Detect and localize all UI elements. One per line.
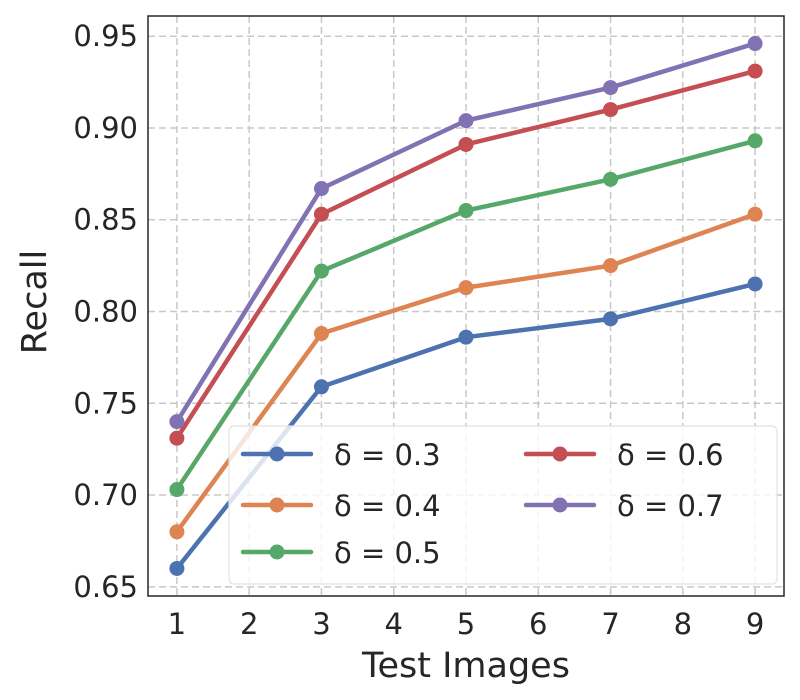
legend-box [228, 425, 778, 585]
data-point [313, 206, 329, 222]
x-tick-label: 6 [529, 607, 547, 641]
series-line [174, 41, 758, 424]
legend-marker [269, 446, 285, 462]
data-point [313, 181, 329, 197]
data-point [458, 203, 474, 219]
legend-item-5: δ = 0.7 [523, 489, 724, 523]
data-point [747, 206, 763, 222]
y-tick-label: 0.95 [73, 19, 138, 53]
x-tick-label: 5 [457, 607, 475, 641]
y-tick-labels: 0.65 0.70 0.75 0.80 0.85 0.90 0.95 [73, 19, 138, 604]
data-point [313, 263, 329, 279]
legend-marker [269, 544, 285, 560]
legend-label: δ = 0.7 [617, 489, 724, 523]
plot-frame [147, 15, 785, 597]
legend-label: δ = 0.5 [334, 536, 441, 570]
data-point [169, 414, 185, 430]
y-tick-label: 0.85 [73, 203, 138, 237]
data-point [169, 430, 185, 446]
legend-label: δ = 0.6 [617, 438, 724, 472]
y-tick-label: 0.75 [73, 386, 138, 420]
data-point [458, 136, 474, 152]
x-tick-label: 3 [312, 607, 330, 641]
data-point [458, 113, 474, 129]
data-point [747, 63, 763, 79]
legend-item-1: δ = 0.3 [240, 438, 441, 472]
series-layer [169, 36, 763, 576]
x-axis-label: Test Images [361, 646, 570, 686]
data-point [603, 102, 619, 118]
x-tick-label: 1 [168, 607, 186, 641]
x-tick-label: 8 [674, 607, 692, 641]
y-tick-label: 0.90 [73, 111, 138, 145]
y-axis-label: Recall [15, 250, 55, 354]
legend: δ = 0.3 δ = 0.4 δ = 0.5 δ = 0.6 δ = 0.7 [228, 425, 778, 585]
data-point [313, 326, 329, 342]
legend-marker [552, 446, 568, 462]
data-point [603, 258, 619, 274]
data-point [313, 379, 329, 395]
data-point [458, 329, 474, 345]
data-point [458, 280, 474, 296]
series-2 [169, 206, 763, 540]
series-5 [169, 36, 763, 430]
data-point [169, 560, 185, 576]
legend-marker [269, 497, 285, 513]
x-tick-label: 9 [746, 607, 764, 641]
y-tick-label: 0.70 [73, 478, 138, 512]
data-point [169, 482, 185, 498]
data-point [747, 36, 763, 52]
x-tick-labels: 1 2 3 4 5 6 7 8 9 [168, 607, 765, 641]
data-point [603, 80, 619, 96]
series-3 [169, 133, 763, 498]
legend-label: δ = 0.4 [334, 489, 441, 523]
data-point [169, 524, 185, 540]
legend-item-4: δ = 0.6 [523, 438, 724, 472]
y-tick-label: 0.80 [73, 295, 138, 329]
data-point [603, 171, 619, 187]
data-point [603, 311, 619, 327]
x-tick-label: 7 [601, 607, 619, 641]
y-tick-label: 0.65 [73, 570, 138, 604]
legend-marker [552, 497, 568, 513]
legend-item-2: δ = 0.4 [240, 489, 441, 523]
legend-item-3: δ = 0.5 [240, 536, 441, 570]
grid [148, 16, 784, 596]
x-tick-label: 2 [240, 607, 258, 641]
x-tick-label: 4 [385, 607, 403, 641]
legend-label: δ = 0.3 [334, 438, 441, 472]
data-point [747, 276, 763, 292]
data-point [747, 133, 763, 149]
series-4 [169, 63, 763, 446]
